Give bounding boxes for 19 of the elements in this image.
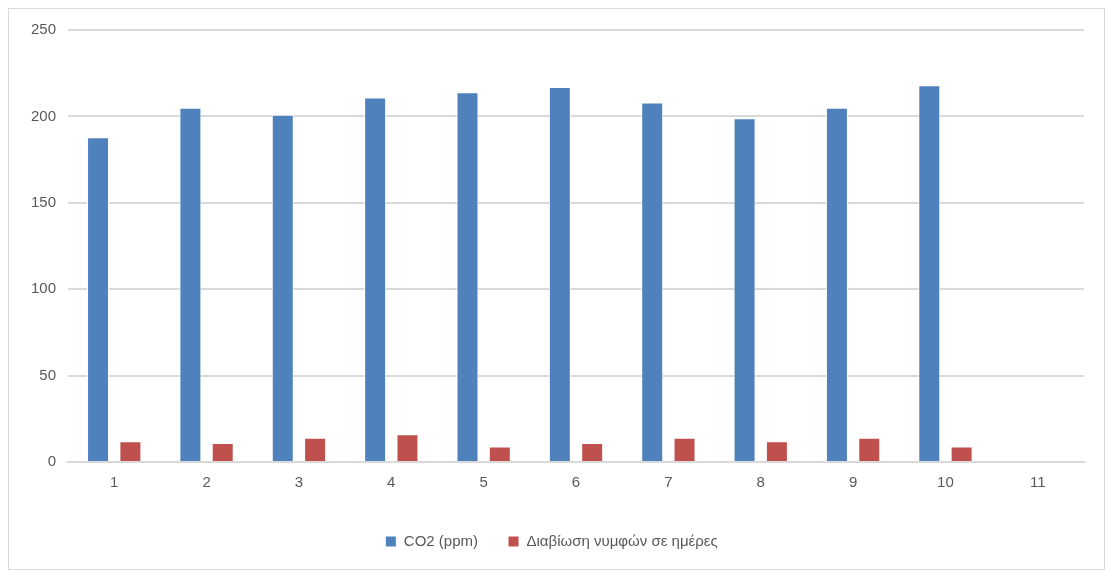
x-tick-label: 5 [479,473,488,491]
y-tick-label: 250 [31,20,57,38]
x-tick-label: 8 [756,473,765,491]
y-tick-label: 200 [31,106,57,124]
x-tick-label: 3 [294,473,304,491]
x-tick-label: 2 [202,473,211,491]
x-tick-label: 7 [664,473,673,491]
legend-label: CO2 (ppm) [403,531,479,549]
y-tick-label: 0 [47,452,57,470]
x-tick-label: 4 [387,473,396,491]
y-tick-label: 150 [31,192,57,210]
x-tick-label: 10 [937,473,954,491]
y-tick-label: 100 [31,279,57,297]
x-tick-label: 6 [571,473,581,491]
legend-label: Διαβίωση νυμφών σε ημέρες [526,531,718,549]
x-tick-label: 9 [848,473,858,491]
y-tick-label: 50 [39,365,57,383]
x-tick-label: 1 [110,473,119,491]
x-tick-label: 11 [1030,473,1046,491]
